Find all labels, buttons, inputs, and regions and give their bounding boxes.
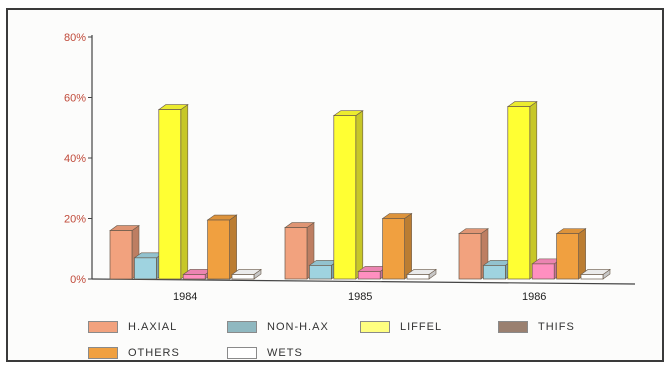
bar	[357, 271, 381, 280]
bar-side	[529, 100, 538, 280]
chart-bars	[109, 100, 611, 280]
x-category-label: 1985	[348, 291, 372, 303]
chart-labels: 0% 20% 40% 60% 80% 1984 1985 1986	[64, 32, 546, 303]
y-tick-label: 20%	[64, 214, 86, 226]
bar-side	[180, 104, 189, 280]
bar	[580, 274, 604, 280]
bar	[333, 115, 357, 280]
bar	[231, 274, 255, 280]
bar	[507, 106, 531, 280]
bar	[134, 257, 157, 280]
bar	[207, 219, 230, 280]
bar-side	[229, 214, 237, 280]
x-category-label: 1984	[173, 291, 197, 303]
bar	[109, 230, 133, 280]
bar-side	[404, 212, 412, 280]
x-axis	[91, 278, 636, 285]
y-tick-label: 60%	[64, 93, 86, 105]
bar	[158, 109, 182, 280]
bar	[284, 227, 308, 280]
bar	[531, 263, 555, 280]
bar	[556, 233, 579, 280]
y-tick-label: 80%	[64, 32, 86, 44]
bar	[382, 218, 405, 280]
bar	[406, 274, 430, 280]
y-tick-label: 0%	[70, 274, 86, 286]
bar-side	[578, 228, 586, 280]
chart-axes	[88, 35, 636, 285]
bar	[182, 274, 206, 280]
bar	[458, 233, 482, 280]
bar	[309, 265, 332, 280]
x-category-label: 1986	[522, 291, 546, 303]
y-tick-label: 40%	[64, 153, 86, 165]
bar-side	[355, 110, 364, 280]
bar	[483, 265, 506, 280]
